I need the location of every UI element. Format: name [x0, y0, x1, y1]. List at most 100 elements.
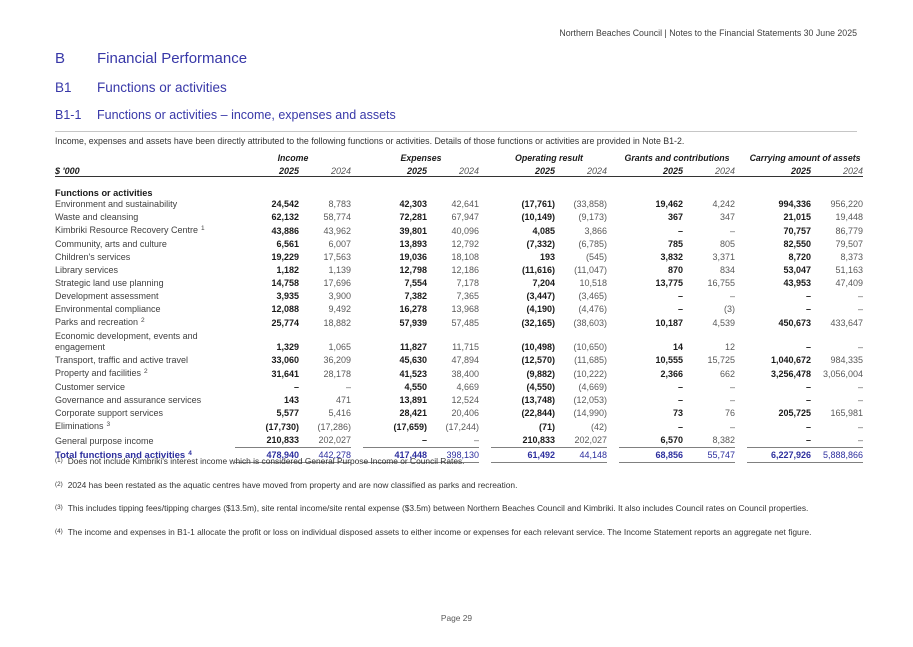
cell-value: 210,833: [491, 434, 556, 448]
cell-value: 16,755: [707, 278, 736, 288]
column-group-grants: Grants and contributions: [624, 153, 730, 163]
cell-value: 28,178: [323, 369, 351, 379]
cell-value: 471: [335, 395, 351, 405]
cell-value: 202,027: [555, 434, 608, 448]
year-header: 2024: [555, 163, 608, 177]
column-group-header-row: Income Expenses Operating result Grants …: [55, 151, 863, 163]
year-header: 2025: [363, 163, 427, 177]
cell-value: 433,647: [830, 318, 864, 328]
cell-value: 8,720: [788, 252, 812, 262]
year-header-row: $ '000 2025 2024 2025 2024 2025 2024 202…: [55, 163, 864, 177]
cell-value: 72,281: [399, 212, 427, 222]
cell-value: (3,447): [526, 291, 556, 301]
table-container: Income Expenses Operating result Grants …: [55, 151, 864, 463]
cell-value: 43,962: [323, 226, 351, 236]
row-label: Waste and cleansing: [55, 212, 139, 222]
cell-value: –: [858, 342, 864, 352]
cell-value: 68,856: [619, 447, 684, 463]
table-row: Waste and cleansing 62,132 58,774 72,281 67,…: [55, 211, 863, 224]
cell-value: 62,132: [271, 212, 299, 222]
cell-value: 7,365: [456, 291, 480, 301]
intro-text: Income, expenses and assets have been di…: [55, 136, 685, 146]
cell-value: 25,774: [271, 318, 299, 328]
cell-value: 143: [283, 395, 299, 405]
cell-value: 205,725: [778, 408, 812, 418]
table-row: Community, arts and culture 6,561 6,007 13,…: [55, 238, 863, 251]
cell-value: 12,524: [451, 395, 480, 405]
cell-value: 21,015: [783, 212, 812, 222]
cell-value: 16,278: [399, 304, 427, 314]
footnote-marker: (3): [55, 504, 63, 511]
cell-value: –: [806, 382, 812, 392]
cell-value: (12,570): [521, 355, 556, 365]
cell-value: 6,007: [328, 239, 351, 249]
cell-value: (71): [539, 422, 556, 432]
cell-value: 3,256,478: [771, 369, 812, 379]
table-row: Strategic land use planning 14,758 17,696 7…: [55, 277, 863, 290]
cell-value: 41,523: [399, 369, 427, 379]
cell-value: –: [730, 226, 736, 236]
cell-value: 6,561: [276, 239, 299, 249]
page-number: Page 29: [440, 613, 473, 623]
footnote-2: (2) 2024 has been restated as the aquatic…: [55, 480, 865, 490]
cell-value: 13,893: [399, 239, 427, 249]
row-label: General purpose income: [55, 435, 154, 446]
cell-value: 7,178: [456, 278, 480, 288]
cell-value: 40,096: [451, 226, 480, 236]
cell-value: (10,222): [573, 369, 608, 379]
cell-value: 19,036: [399, 252, 427, 262]
row-label: Governance and assurance services: [55, 395, 202, 405]
cell-value: 3,056,004: [823, 369, 864, 379]
heading-b: B Financial Performance: [55, 50, 396, 67]
cell-value: 3,371: [712, 252, 736, 262]
document-header: Northern Beaches Council | Notes to the …: [559, 28, 857, 38]
cell-value: (14,990): [573, 408, 608, 418]
footnote-reference: 4: [188, 449, 192, 457]
cell-value: 39,801: [399, 226, 427, 236]
cell-value: 3,866: [584, 226, 608, 236]
cell-value: –: [678, 304, 684, 314]
cell-value: 14: [673, 342, 684, 352]
cell-value: –: [730, 422, 736, 432]
section-label-row: Functions or activities: [55, 183, 863, 198]
cell-value: 19,448: [835, 212, 864, 222]
footnotes: (1) Does not include Kimbriki's interest …: [55, 456, 865, 550]
cell-value: (17,244): [445, 422, 480, 432]
cell-value: 1,139: [328, 265, 351, 275]
cell-value: –: [806, 304, 812, 314]
cell-value: 1,065: [328, 342, 351, 352]
cell-value: 3,832: [660, 252, 684, 262]
table-row: Property and facilities 2 31,641 28,178 41,5…: [55, 367, 863, 381]
cell-value: (42): [591, 422, 608, 432]
heading-b1-number: B1: [55, 80, 72, 95]
cell-value: 45,630: [399, 355, 427, 365]
table-body: Income Expenses Operating result Grants …: [55, 151, 864, 463]
cell-value: 1,182: [276, 265, 299, 275]
cell-value: 19,462: [655, 199, 684, 209]
cell-value: 8,373: [840, 252, 864, 262]
cell-value: –: [858, 304, 864, 314]
footnote-text: Does not include Kimbriki's interest inc…: [67, 456, 465, 466]
cell-value: 6,570: [619, 434, 684, 448]
cell-value: –: [345, 382, 351, 392]
cell-value: 17,696: [323, 278, 351, 288]
row-label: Development assessment: [55, 291, 159, 301]
cell-value: 13,891: [399, 395, 427, 405]
cell-value: –: [858, 382, 864, 392]
cell-value: 79,507: [835, 239, 864, 249]
cell-value: 10,518: [579, 278, 608, 288]
cell-value: 8,783: [328, 199, 351, 209]
cell-value: 61,492: [491, 447, 556, 463]
row-label: Customer service: [55, 382, 126, 392]
footnote-text: This includes tipping fees/tipping charg…: [67, 503, 809, 513]
cell-value: –: [363, 434, 427, 448]
row-label: Parks and recreation 2: [55, 317, 145, 327]
cell-value: 1,040,672: [771, 355, 812, 365]
cell-value: –: [427, 434, 480, 448]
cell-value: (11,047): [574, 265, 608, 275]
year-header: 2024: [683, 163, 736, 177]
row-label: Library services: [55, 265, 119, 275]
cell-value: (17,659): [393, 422, 427, 432]
year-header: 2025: [491, 163, 556, 177]
